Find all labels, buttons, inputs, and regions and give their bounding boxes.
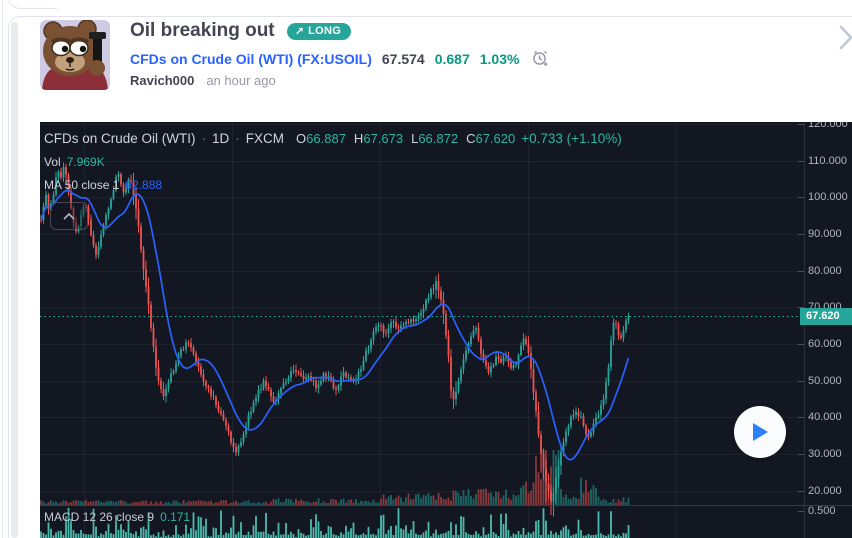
avatar[interactable] xyxy=(40,20,110,90)
legend-exchange: FXCM xyxy=(245,131,285,146)
macd-legend: MACD 12 26 close 9 0.171 xyxy=(44,510,190,524)
chart-legend-main: CFDs on Crude Oil (WTI) · 1D · FXCM O66.… xyxy=(44,131,622,146)
symbol-change-pct: 1.03% xyxy=(479,50,520,67)
volume-value: 7.969K xyxy=(66,155,105,169)
long-badge-label: LONG xyxy=(308,25,342,37)
ohlc-pair: O66.887 xyxy=(296,131,346,146)
price-axis-label: 30.000 xyxy=(808,447,842,460)
macd-axis-label: 0.500 xyxy=(808,505,836,517)
ohlc-values: O66.887 H67.673 L66.872 C67.620 xyxy=(296,131,515,146)
macd-label: MACD 12 26 close 9 xyxy=(44,510,155,524)
play-chart-button[interactable] xyxy=(734,406,786,458)
ma-value: 62.888 xyxy=(125,178,163,192)
price-axis-label: 60.000 xyxy=(808,337,842,350)
legend-separator: · xyxy=(235,131,240,146)
next-card-chevron-icon[interactable] xyxy=(838,24,852,57)
vertical-scrollbar[interactable] xyxy=(11,22,18,538)
price-axis-label: 40.000 xyxy=(808,411,842,424)
price-chart-canvas[interactable] xyxy=(40,122,852,538)
legend-separator: · xyxy=(201,131,207,146)
author-name[interactable]: Ravich000 xyxy=(130,73,195,88)
price-axis-label: 110.000 xyxy=(808,154,847,167)
symbol-link[interactable]: CFDs on Crude Oil (WTI) (FX:USOIL) xyxy=(130,50,372,67)
add-alert-clock-icon[interactable] xyxy=(531,49,550,68)
volume-label: Vol xyxy=(44,155,61,169)
idea-title[interactable]: Oil breaking out xyxy=(130,20,275,41)
price-axis-label: 120.000 xyxy=(808,122,848,130)
idea-header: Oil breaking out ↗ LONG xyxy=(130,18,352,44)
price-axis-label: 80.000 xyxy=(808,264,842,277)
legend-change: +0.733 (+1.10%) xyxy=(521,131,622,146)
price-axis-label: 100.000 xyxy=(808,191,848,204)
bear-avatar-image xyxy=(40,20,110,90)
symbol-row: CFDs on Crude Oil (WTI) (FX:USOIL) 67.57… xyxy=(130,49,550,68)
price-axis-label: 90.000 xyxy=(808,227,842,240)
symbol-last-price: 67.574 xyxy=(381,50,425,67)
ohlc-pair: L66.872 xyxy=(411,131,459,146)
current-price-badge: 67.620 xyxy=(800,308,852,325)
collapse-pane-button[interactable] xyxy=(50,202,88,230)
volume-legend: Vol 7.969K xyxy=(44,155,105,169)
price-axis-label: 50.000 xyxy=(808,374,842,387)
play-icon xyxy=(753,423,768,441)
legend-interval: 1D xyxy=(212,131,230,146)
ohlc-pair: H67.673 xyxy=(353,131,404,146)
chart-area: CFDs on Crude Oil (WTI) · 1D · FXCM O66.… xyxy=(40,122,852,538)
legend-symbol: CFDs on Crude Oil (WTI) xyxy=(44,131,196,146)
trend-up-arrow-icon: ↗ xyxy=(294,25,305,38)
long-direction-badge: ↗ LONG xyxy=(286,22,352,40)
page-left-divider xyxy=(2,0,3,538)
symbol-change-abs: 0.687 xyxy=(434,50,470,67)
price-axis-label: 20.000 xyxy=(808,484,842,497)
ohlc-pair: C67.620 xyxy=(466,131,516,146)
ma-legend: MA 50 close 1 62.888 xyxy=(44,178,162,192)
chevron-up-icon xyxy=(63,212,75,220)
byline: Ravich000 an hour ago xyxy=(130,73,276,88)
ma-label: MA 50 close 1 xyxy=(44,178,120,192)
previous-card-edge xyxy=(8,0,57,9)
published-time: an hour ago xyxy=(206,73,276,88)
macd-value: 0.171 xyxy=(160,510,191,524)
